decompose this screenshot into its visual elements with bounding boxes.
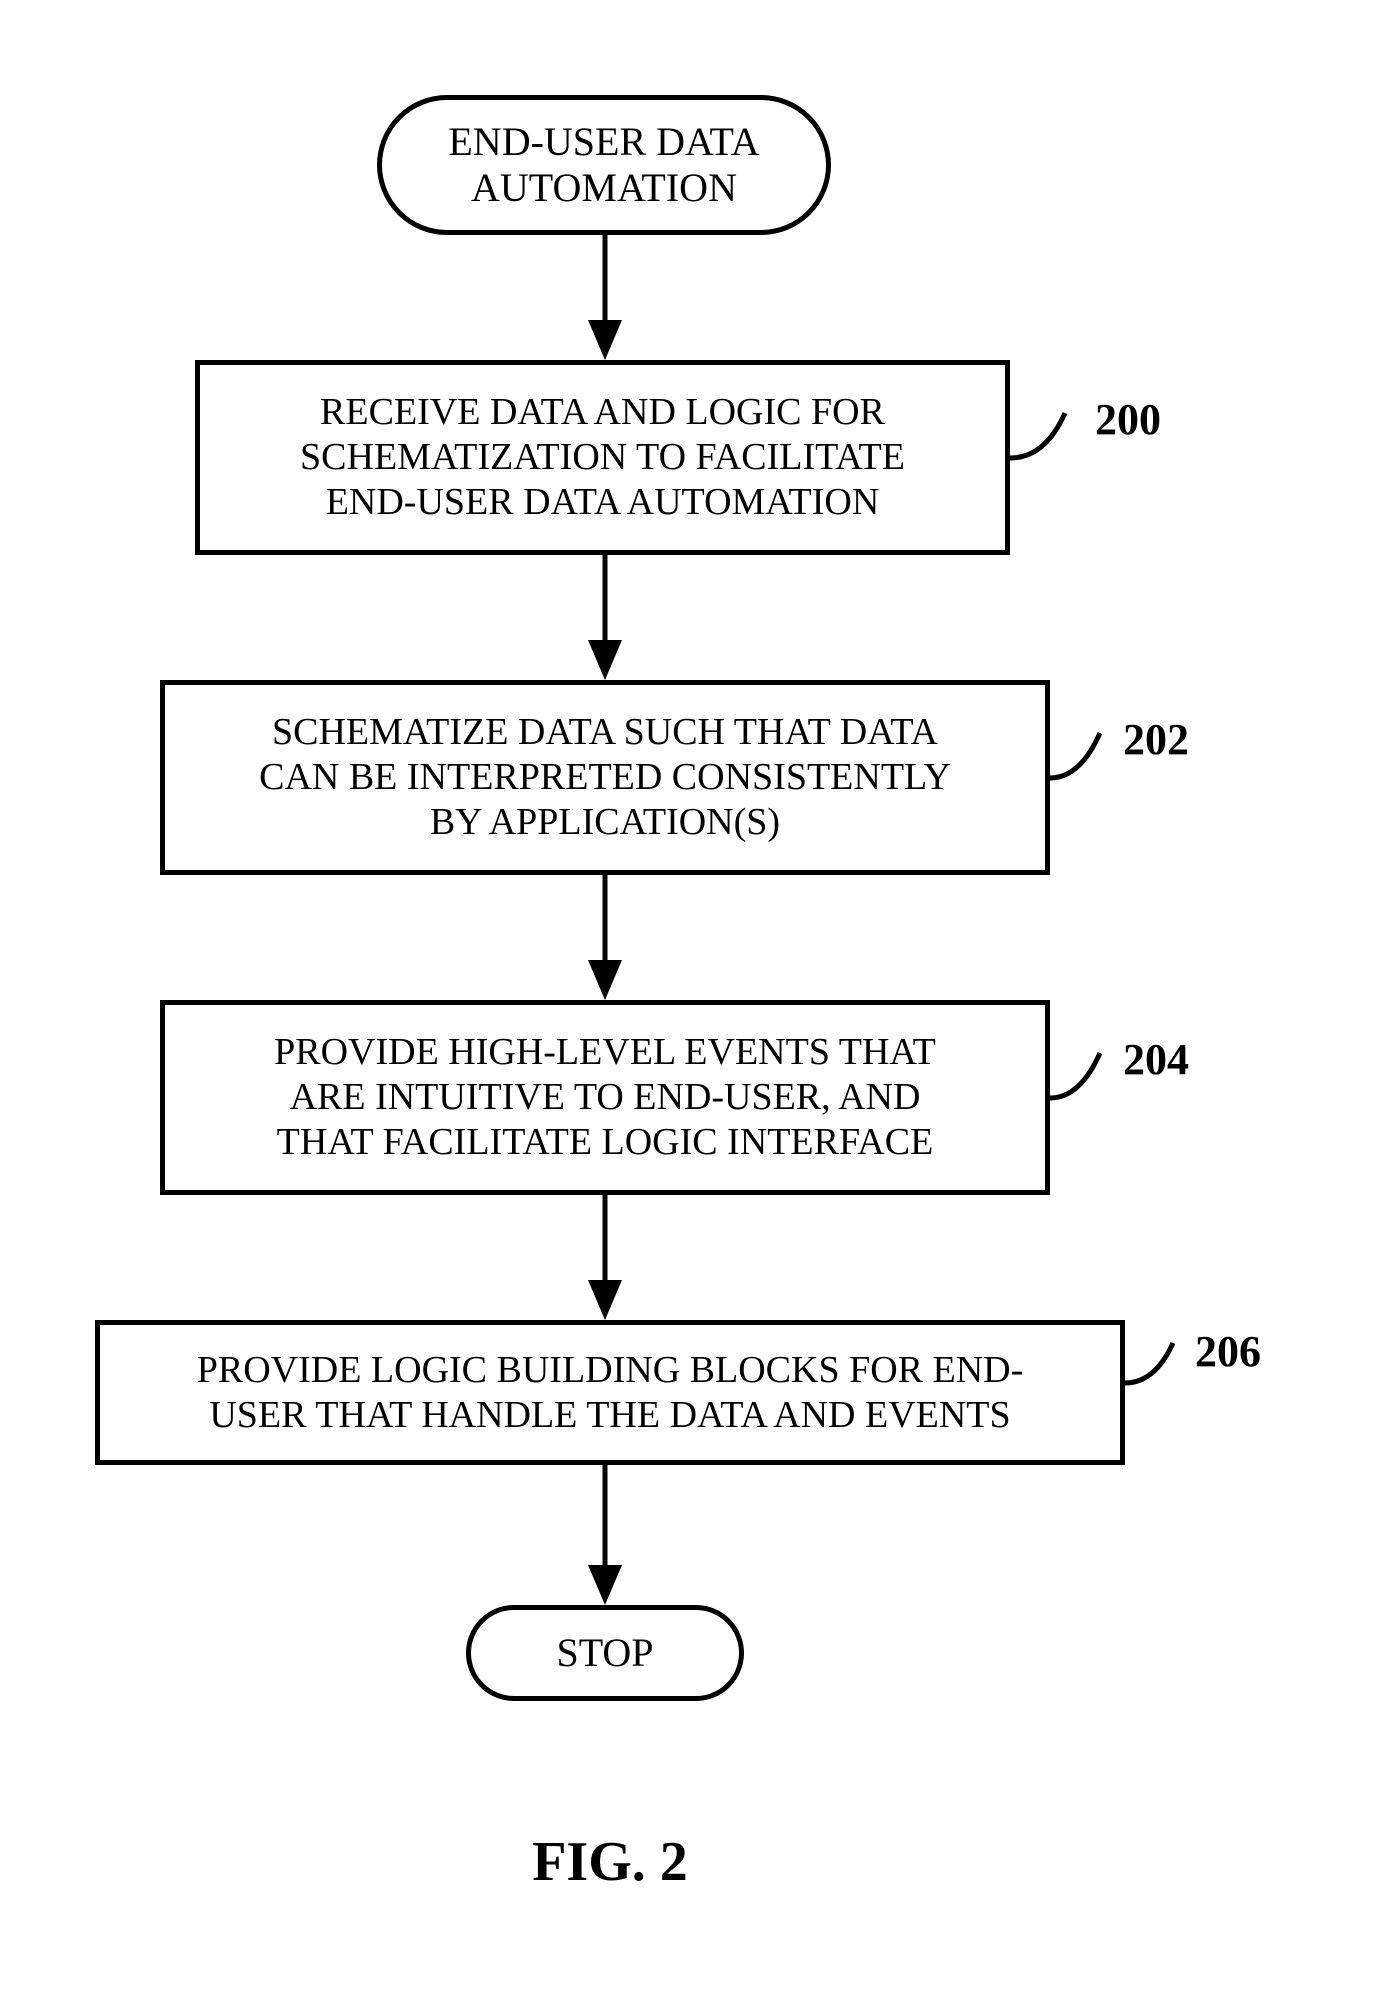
arrow-2: [585, 555, 625, 680]
figure-label: FIG. 2: [520, 1830, 700, 1894]
ref-connector-1: [1010, 408, 1100, 468]
ref-label-3-text: 204: [1123, 1035, 1189, 1084]
start-terminator: END-USER DATAAUTOMATION: [377, 95, 831, 235]
ref-connector-4: [1125, 1338, 1205, 1393]
figure-label-text: FIG. 2: [532, 1831, 688, 1893]
start-terminator-label: END-USER DATAAUTOMATION: [448, 119, 759, 211]
ref-label-2-text: 202: [1123, 715, 1189, 764]
arrow-1: [585, 235, 625, 360]
ref-label-2: 202: [1123, 714, 1189, 765]
ref-label-1-text: 200: [1095, 395, 1161, 444]
process-step-3: PROVIDE HIGH-LEVEL EVENTS THATARE INTUIT…: [160, 1000, 1050, 1195]
process-step-4: PROVIDE LOGIC BUILDING BLOCKS FOR END-US…: [95, 1320, 1125, 1465]
ref-label-1: 200: [1095, 394, 1161, 445]
process-step-3-label: PROVIDE HIGH-LEVEL EVENTS THATARE INTUIT…: [274, 1030, 936, 1164]
process-step-1-label: RECEIVE DATA AND LOGIC FORSCHEMATIZATION…: [300, 390, 905, 524]
flowchart-canvas: END-USER DATAAUTOMATION RECEIVE DATA AND…: [0, 0, 1388, 2015]
process-step-2: SCHEMATIZE DATA SUCH THAT DATACAN BE INT…: [160, 680, 1050, 875]
ref-connector-3: [1050, 1048, 1130, 1108]
arrow-3: [585, 875, 625, 1000]
ref-label-4-text: 206: [1195, 1327, 1261, 1376]
process-step-1: RECEIVE DATA AND LOGIC FORSCHEMATIZATION…: [195, 360, 1010, 555]
arrow-5: [585, 1465, 625, 1605]
stop-terminator: STOP: [466, 1605, 744, 1701]
process-step-4-label: PROVIDE LOGIC BUILDING BLOCKS FOR END-US…: [197, 1348, 1024, 1438]
ref-label-4: 206: [1195, 1326, 1261, 1377]
ref-connector-2: [1050, 728, 1130, 788]
stop-terminator-label: STOP: [556, 1630, 653, 1676]
ref-label-3: 204: [1123, 1034, 1189, 1085]
arrow-4: [585, 1195, 625, 1320]
process-step-2-label: SCHEMATIZE DATA SUCH THAT DATACAN BE INT…: [259, 710, 951, 844]
